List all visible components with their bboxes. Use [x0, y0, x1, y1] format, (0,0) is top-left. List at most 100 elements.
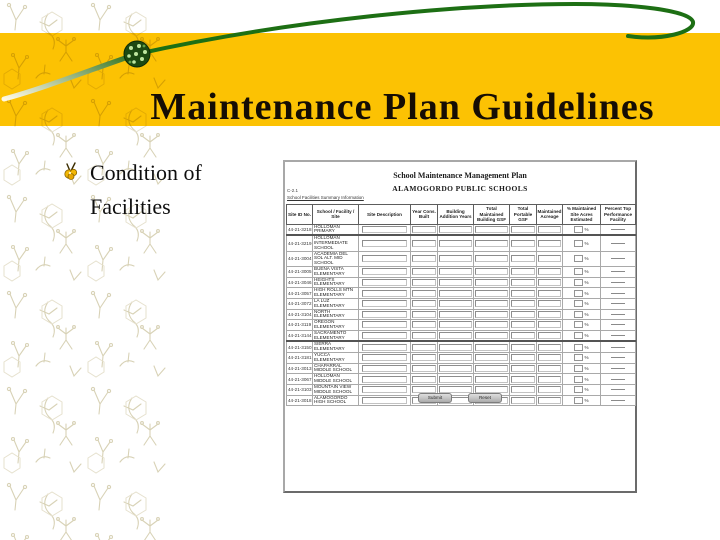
- building-gsf-input[interactable]: [475, 239, 508, 247]
- site-description-input[interactable]: [361, 255, 408, 263]
- acreage-input[interactable]: [537, 278, 562, 286]
- percent-maintained-input[interactable]: [574, 354, 584, 362]
- acreage-input[interactable]: [537, 225, 562, 233]
- site-description-input[interactable]: [361, 268, 408, 276]
- percent-maintained-input[interactable]: [574, 310, 584, 318]
- percent-maintained-input[interactable]: [574, 239, 584, 247]
- building-gsf-input[interactable]: [475, 375, 508, 383]
- building-gsf-input[interactable]: [475, 268, 508, 276]
- acreage-input[interactable]: [537, 375, 562, 383]
- percent-maintained-input[interactable]: [574, 225, 584, 233]
- percent-maintained-input[interactable]: [574, 321, 584, 329]
- site-description-input[interactable]: [361, 310, 408, 318]
- year-built-input[interactable]: [411, 225, 437, 233]
- addition-years-input[interactable]: [439, 278, 472, 286]
- addition-years-input[interactable]: [439, 225, 472, 233]
- portable-gsf-input[interactable]: [510, 225, 536, 233]
- percent-maintained-input[interactable]: [574, 386, 584, 394]
- building-gsf-input[interactable]: [475, 278, 508, 286]
- addition-years-input[interactable]: [439, 310, 472, 318]
- portable-gsf-input[interactable]: [510, 278, 536, 286]
- acreage-input[interactable]: [537, 255, 562, 263]
- portable-gsf-input[interactable]: [510, 255, 536, 263]
- year-built-input[interactable]: [411, 310, 437, 318]
- acreage-input[interactable]: [537, 343, 562, 351]
- year-built-input[interactable]: [411, 289, 437, 297]
- portable-gsf-input[interactable]: [510, 396, 536, 404]
- percent-maintained-input[interactable]: [574, 255, 584, 263]
- site-description-input[interactable]: [361, 343, 408, 351]
- acreage-input[interactable]: [537, 268, 562, 276]
- addition-years-input[interactable]: [439, 364, 472, 372]
- reset-button[interactable]: Reset: [468, 393, 502, 403]
- portable-gsf-input[interactable]: [510, 321, 536, 329]
- building-gsf-input[interactable]: [475, 255, 508, 263]
- submit-button[interactable]: Submit: [418, 393, 452, 403]
- portable-gsf-input[interactable]: [510, 300, 536, 308]
- site-description-input[interactable]: [361, 278, 408, 286]
- portable-gsf-input[interactable]: [510, 310, 536, 318]
- addition-years-input[interactable]: [439, 255, 472, 263]
- site-description-input[interactable]: [361, 396, 408, 404]
- building-gsf-input[interactable]: [475, 310, 508, 318]
- acreage-input[interactable]: [537, 386, 562, 394]
- site-description-input[interactable]: [361, 375, 408, 383]
- year-built-input[interactable]: [411, 268, 437, 276]
- site-description-input[interactable]: [361, 225, 408, 233]
- acreage-input[interactable]: [537, 239, 562, 247]
- year-built-input[interactable]: [411, 343, 437, 351]
- acreage-input[interactable]: [537, 310, 562, 318]
- year-built-input[interactable]: [411, 278, 437, 286]
- site-description-input[interactable]: [361, 386, 408, 394]
- acreage-input[interactable]: [537, 396, 562, 404]
- site-description-input[interactable]: [361, 321, 408, 329]
- addition-years-input[interactable]: [439, 375, 472, 383]
- building-gsf-input[interactable]: [475, 225, 508, 233]
- site-description-input[interactable]: [361, 289, 408, 297]
- site-description-input[interactable]: [361, 364, 408, 372]
- building-gsf-input[interactable]: [475, 321, 508, 329]
- building-gsf-input[interactable]: [475, 386, 508, 394]
- portable-gsf-input[interactable]: [510, 386, 536, 394]
- year-built-input[interactable]: [411, 321, 437, 329]
- percent-maintained-input[interactable]: [574, 300, 584, 308]
- addition-years-input[interactable]: [439, 343, 472, 351]
- year-built-input[interactable]: [411, 255, 437, 263]
- acreage-input[interactable]: [537, 321, 562, 329]
- addition-years-input[interactable]: [439, 321, 472, 329]
- addition-years-input[interactable]: [439, 300, 472, 308]
- year-built-input[interactable]: [411, 364, 437, 372]
- building-gsf-input[interactable]: [475, 332, 508, 340]
- percent-maintained-input[interactable]: [574, 375, 584, 383]
- addition-years-input[interactable]: [439, 289, 472, 297]
- site-description-input[interactable]: [361, 300, 408, 308]
- building-gsf-input[interactable]: [475, 364, 508, 372]
- percent-maintained-input[interactable]: [574, 396, 584, 404]
- acreage-input[interactable]: [537, 332, 562, 340]
- building-gsf-input[interactable]: [475, 300, 508, 308]
- portable-gsf-input[interactable]: [510, 364, 536, 372]
- portable-gsf-input[interactable]: [510, 354, 536, 362]
- percent-maintained-input[interactable]: [574, 289, 584, 297]
- site-description-input[interactable]: [361, 354, 408, 362]
- year-built-input[interactable]: [411, 332, 437, 340]
- addition-years-input[interactable]: [439, 354, 472, 362]
- percent-maintained-input[interactable]: [574, 364, 584, 372]
- portable-gsf-input[interactable]: [510, 343, 536, 351]
- percent-maintained-input[interactable]: [574, 268, 584, 276]
- portable-gsf-input[interactable]: [510, 239, 536, 247]
- acreage-input[interactable]: [537, 364, 562, 372]
- portable-gsf-input[interactable]: [510, 375, 536, 383]
- percent-maintained-input[interactable]: [574, 278, 584, 286]
- year-built-input[interactable]: [411, 375, 437, 383]
- year-built-input[interactable]: [411, 239, 437, 247]
- portable-gsf-input[interactable]: [510, 332, 536, 340]
- addition-years-input[interactable]: [439, 386, 472, 394]
- building-gsf-input[interactable]: [475, 343, 508, 351]
- building-gsf-input[interactable]: [475, 354, 508, 362]
- percent-maintained-input[interactable]: [574, 343, 584, 351]
- addition-years-input[interactable]: [439, 239, 472, 247]
- addition-years-input[interactable]: [439, 268, 472, 276]
- portable-gsf-input[interactable]: [510, 289, 536, 297]
- year-built-input[interactable]: [411, 386, 437, 394]
